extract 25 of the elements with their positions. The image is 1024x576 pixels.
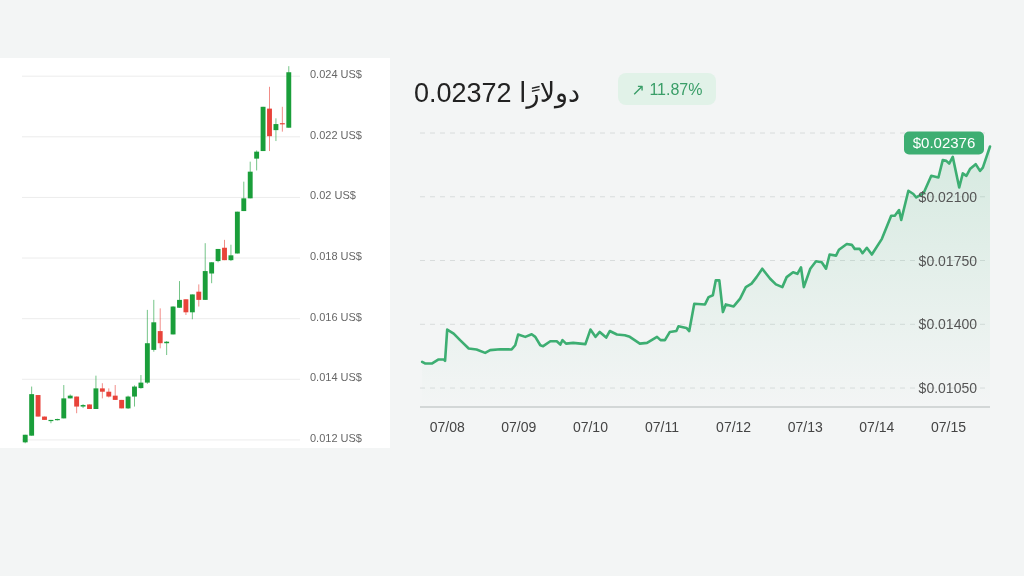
y-tick-label: $0.01750 bbox=[918, 252, 978, 269]
x-tick-label: 07/10 bbox=[572, 419, 609, 435]
chart-title: 0.02372 دولارًا bbox=[414, 78, 581, 109]
x-tick-label: 07/09 bbox=[501, 419, 537, 435]
y-tick-label: 0.012 US$ bbox=[310, 431, 362, 444]
x-tick-label: 07/14 bbox=[859, 419, 895, 435]
y-tick-label: 0.016 US$ bbox=[310, 310, 362, 323]
x-tick-label: 07/12 bbox=[716, 419, 752, 435]
annotation: $0.02376 bbox=[912, 134, 976, 152]
chart-subtitle: ↗ 11.87% bbox=[631, 81, 703, 98]
y-tick-label: 0.014 US$ bbox=[310, 371, 362, 384]
candlestick bbox=[228, 244, 234, 262]
x-tick-label: 07/11 bbox=[645, 419, 680, 435]
x-tick-label: 07/13 bbox=[787, 419, 823, 435]
y-tick-label: $0.01050 bbox=[918, 380, 978, 397]
y-tick-label: 0.024 US$ bbox=[310, 68, 362, 81]
x-tick-label: 07/15 bbox=[930, 419, 967, 435]
y-tick-label: 0.018 US$ bbox=[310, 249, 362, 262]
y-tick-label: $0.01400 bbox=[918, 316, 978, 333]
y-tick-label: 0.02 US$ bbox=[310, 189, 356, 202]
x-tick-label: 07/08 bbox=[429, 419, 465, 435]
y-tick-label: $0.02100 bbox=[918, 188, 978, 205]
candlestick bbox=[80, 403, 86, 409]
candlestick bbox=[35, 394, 41, 418]
y-tick-label: 0.022 US$ bbox=[310, 128, 362, 141]
